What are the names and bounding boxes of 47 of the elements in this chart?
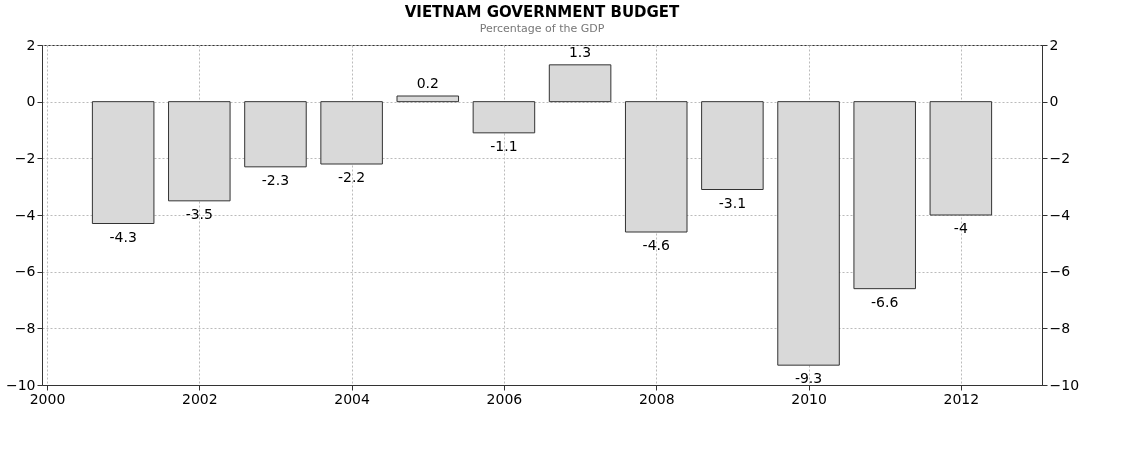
- y-tick-label: −8: [14, 319, 36, 336]
- y2-tick-label: −2: [1049, 149, 1071, 166]
- y2-tick-label: −10: [1049, 376, 1080, 393]
- x-tick-label: 2000: [29, 390, 66, 407]
- bar: [548, 64, 612, 103]
- y2-tick-label: 2: [1049, 36, 1059, 53]
- y-tick-label: 0: [26, 93, 36, 110]
- bar: [624, 101, 688, 233]
- y2-tick-label: −8: [1049, 319, 1071, 336]
- x-tick-label: 2004: [334, 390, 371, 407]
- bar: [320, 101, 383, 165]
- y2-tick-label: −4: [1049, 206, 1071, 223]
- bar: [472, 101, 536, 134]
- data-label: -4.6: [642, 237, 670, 253]
- data-label: -4.3: [109, 228, 137, 245]
- bar: [244, 101, 307, 168]
- y2-tick-label: −6: [1049, 263, 1071, 280]
- chart-title: VIETNAM GOVERNMENT BUDGET: [404, 3, 681, 21]
- bar: [396, 95, 460, 103]
- bar: [91, 101, 155, 224]
- bar: [853, 101, 916, 290]
- x-tick-label: 2012: [943, 390, 980, 407]
- data-label: 0.2: [416, 75, 439, 91]
- x-tick-label: 2006: [486, 390, 523, 407]
- bar: [168, 101, 231, 202]
- x-tick-label: 2008: [638, 390, 675, 407]
- y-tick-label: −2: [14, 149, 36, 166]
- y-tick-label: −4: [14, 206, 36, 223]
- y-tick-label: 2: [26, 36, 36, 53]
- y-tick-label: −6: [14, 263, 36, 280]
- data-label: -1.1: [490, 137, 518, 154]
- data-label: -3.5: [185, 205, 213, 222]
- data-label: -2.2: [337, 169, 366, 185]
- data-label: -6.6: [871, 293, 899, 310]
- bar: [777, 101, 840, 366]
- y-tick-label: −10: [5, 376, 36, 393]
- data-label: -9.3: [794, 370, 823, 387]
- data-label: -4: [953, 220, 968, 236]
- x-tick-label: 2010: [791, 390, 827, 407]
- data-label: 1.3: [568, 43, 592, 60]
- bar: [929, 101, 993, 216]
- chart-subtitle: Percentage of the GDP: [479, 22, 605, 35]
- data-label: -2.3: [261, 171, 290, 188]
- data-label: -3.1: [718, 194, 747, 211]
- bar: [701, 101, 764, 190]
- y2-tick-label: 0: [1049, 93, 1059, 110]
- x-tick-label: 2002: [181, 390, 218, 407]
